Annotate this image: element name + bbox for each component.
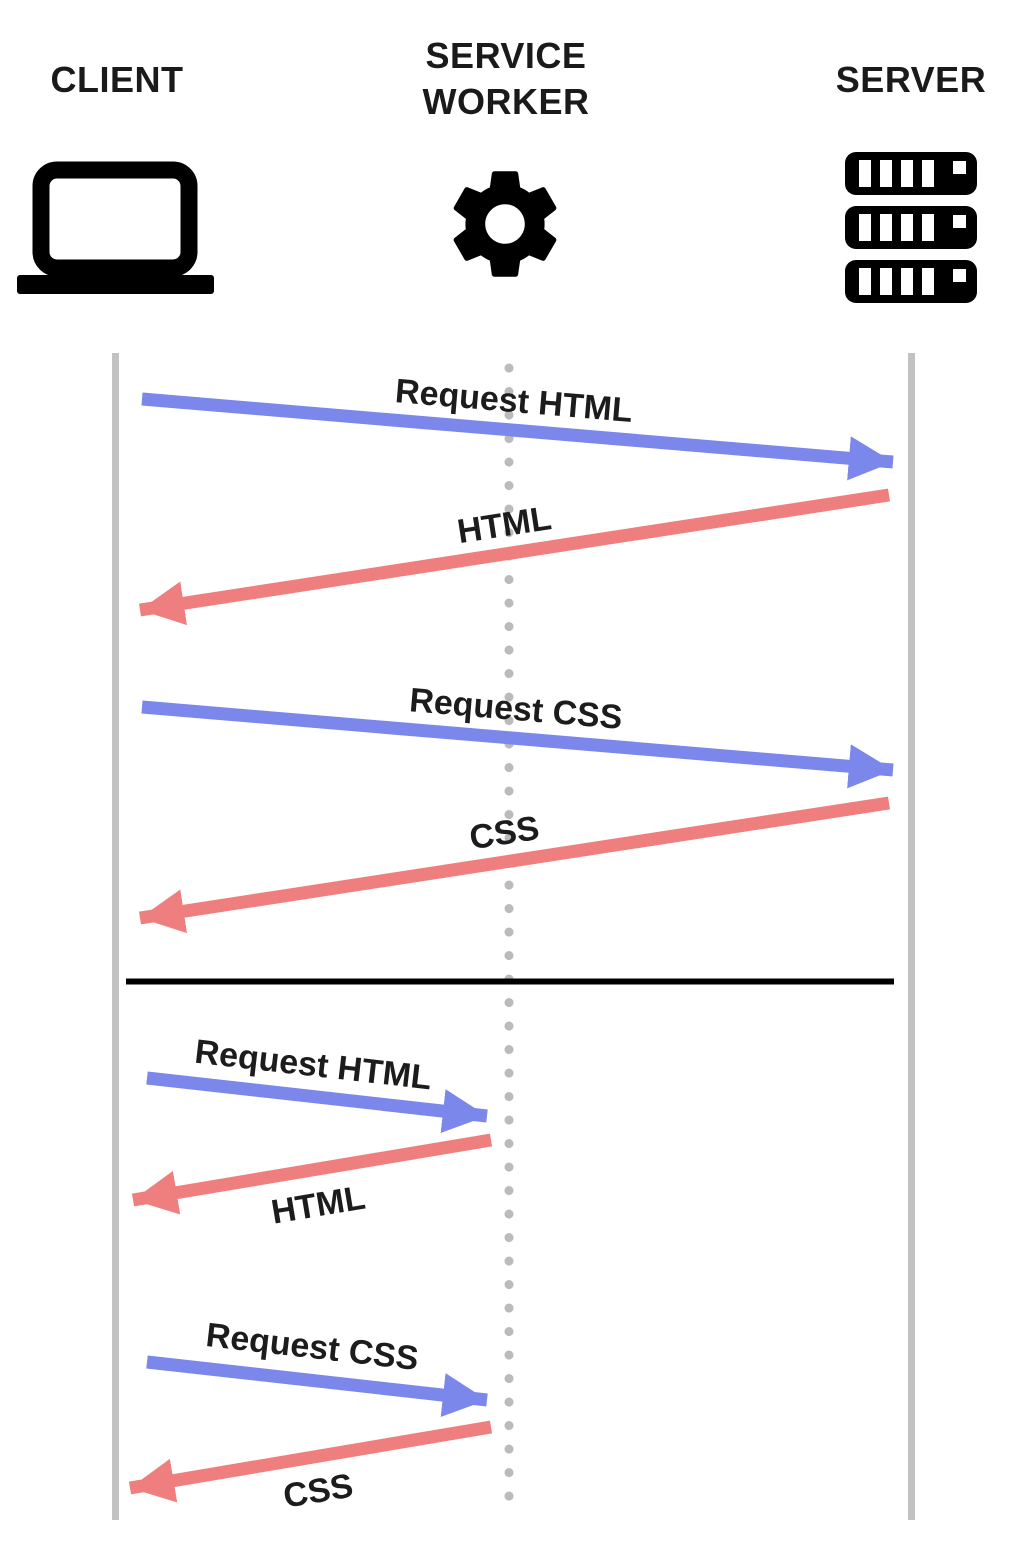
server-unit bbox=[845, 260, 977, 303]
request-arrow bbox=[141, 700, 894, 789]
server-icon bbox=[845, 152, 977, 303]
request-arrow bbox=[146, 1355, 488, 1418]
server-unit bbox=[845, 206, 977, 249]
response-arrow bbox=[139, 488, 890, 626]
message-label: HTML bbox=[268, 1179, 367, 1232]
actor-title-service-worker-line1: SERVICE bbox=[425, 35, 587, 76]
request-arrow bbox=[146, 1071, 488, 1134]
actor-title-service-worker-line2: WORKER bbox=[422, 81, 590, 122]
response-arrow bbox=[139, 796, 890, 934]
actor-title-client: CLIENT bbox=[50, 59, 184, 100]
message-label: CSS bbox=[281, 1467, 356, 1516]
gear-icon bbox=[453, 171, 557, 277]
response-arrow bbox=[131, 1133, 493, 1215]
response-arrow bbox=[128, 1420, 493, 1503]
actor-title-server: SERVER bbox=[835, 59, 987, 100]
request-arrow bbox=[141, 392, 894, 481]
actor-title-service-worker: SERVICE WORKER bbox=[395, 33, 617, 125]
server-unit bbox=[845, 152, 977, 195]
message-label: CSS bbox=[467, 809, 542, 857]
laptop-icon bbox=[17, 161, 214, 294]
